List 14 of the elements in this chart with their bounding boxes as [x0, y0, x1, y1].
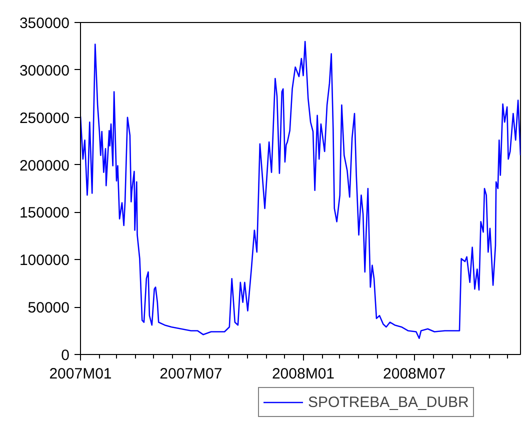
- y-tick-label: 50000: [28, 300, 70, 317]
- y-tick-label: 150000: [19, 204, 70, 222]
- line-series: [80, 40, 520, 340]
- x-tick-label: 2007M01: [49, 366, 112, 382]
- x-tick-label: 2008M01: [272, 366, 335, 382]
- x-tick-label: 2008M07: [383, 366, 446, 382]
- y-tick-label: 250000: [19, 110, 70, 127]
- y-tick-label: 300000: [19, 62, 70, 80]
- x-tick-label: 2007M07: [160, 366, 222, 382]
- y-tick-label: 350000: [19, 15, 70, 32]
- legend-label: SPOTREBA_BA_DUBR: [308, 394, 469, 410]
- y-tick-label: 200000: [19, 157, 70, 174]
- y-tick-label: 100000: [19, 252, 70, 270]
- y-tick-label: 0: [61, 347, 70, 364]
